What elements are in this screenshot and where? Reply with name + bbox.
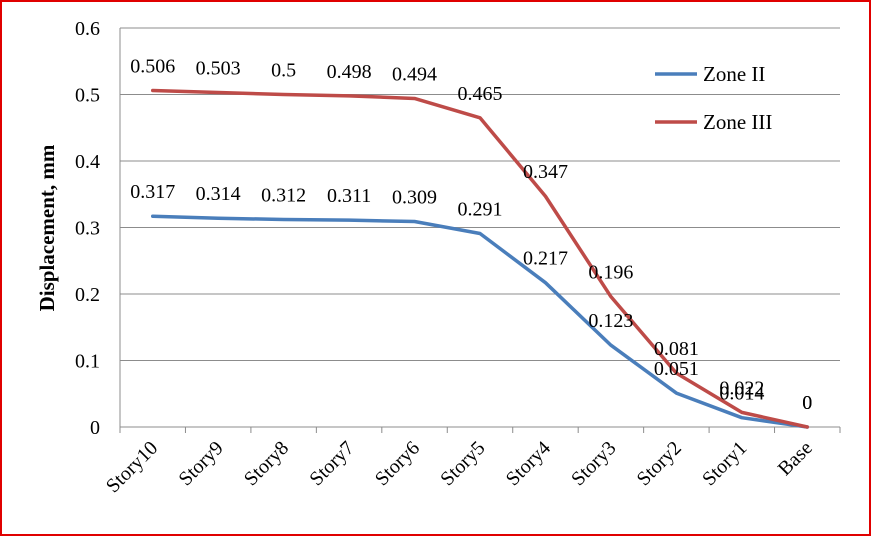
x-tick-label: Story7 — [305, 437, 358, 490]
data-label: 0.291 — [458, 198, 503, 220]
x-tick-label: Story10 — [102, 437, 162, 497]
x-tick-label: Story4 — [502, 437, 555, 490]
gridlines — [119, 27, 841, 433]
data-labels: 0.317 0.314 0.312 0.311 0.309 0.291 0.217 0.123… — [130, 56, 812, 414]
y-tick-label: 0 — [90, 417, 100, 439]
data-label: 0.311 — [327, 185, 371, 207]
x-tick-label: Story8 — [240, 437, 293, 490]
data-label: 0.503 — [196, 58, 241, 80]
x-tick-label: Base — [774, 437, 817, 480]
data-label: 0.312 — [261, 185, 306, 207]
data-label: 0.347 — [523, 161, 568, 183]
y-tick-label: 0.4 — [75, 151, 100, 173]
y-tick-label: 0.6 — [75, 18, 100, 40]
series-line-2 — [150, 88, 810, 429]
x-tick-label: Story3 — [567, 437, 620, 490]
y-tick-label: 0.5 — [75, 85, 100, 107]
data-label: 0.309 — [392, 187, 437, 209]
x-tick-label: Story2 — [633, 437, 686, 490]
data-label: 0.081 — [654, 338, 699, 360]
legend-label: Zone III — [703, 110, 772, 134]
series-line-1 — [150, 214, 810, 429]
legend: Zone II Zone III — [655, 62, 772, 134]
legend-label: Zone II — [703, 62, 765, 86]
data-label: 0.196 — [588, 262, 633, 284]
data-label: 0.314 — [196, 183, 241, 205]
y-tick-label: 0.3 — [75, 218, 100, 240]
data-label: 0.494 — [392, 63, 437, 85]
x-tick-label: Story5 — [436, 437, 489, 490]
y-axis-title: Displacement, mm — [35, 144, 59, 311]
y-tick-label: 0.2 — [75, 284, 100, 306]
data-label: 0.465 — [458, 83, 503, 105]
series-lines — [150, 88, 810, 429]
x-tick-label: Story6 — [371, 437, 424, 490]
data-label: 0.051 — [654, 358, 699, 380]
data-label: 0 — [802, 392, 812, 414]
data-label: 0.498 — [327, 61, 372, 83]
data-label: 0 — [802, 392, 812, 414]
data-label: 0.317 — [130, 181, 175, 203]
data-label: 0.5 — [271, 60, 296, 82]
data-label: 0.217 — [523, 248, 568, 270]
x-tick-label: Story1 — [698, 437, 751, 490]
data-label: 0.014 — [719, 383, 764, 405]
data-label: 0.022 — [719, 377, 764, 399]
data-label: 0.506 — [130, 56, 175, 78]
x-axis-ticks: Story10 Story9 Story8 Story7 Story6 Story5 Sto… — [102, 437, 817, 497]
y-axis-ticks: 0 0.1 0.2 0.3 0.4 0.5 0.6 — [75, 18, 100, 439]
data-label: 0.123 — [588, 310, 633, 332]
y-tick-label: 0.1 — [75, 351, 100, 373]
x-tick-label: Story9 — [174, 437, 227, 490]
